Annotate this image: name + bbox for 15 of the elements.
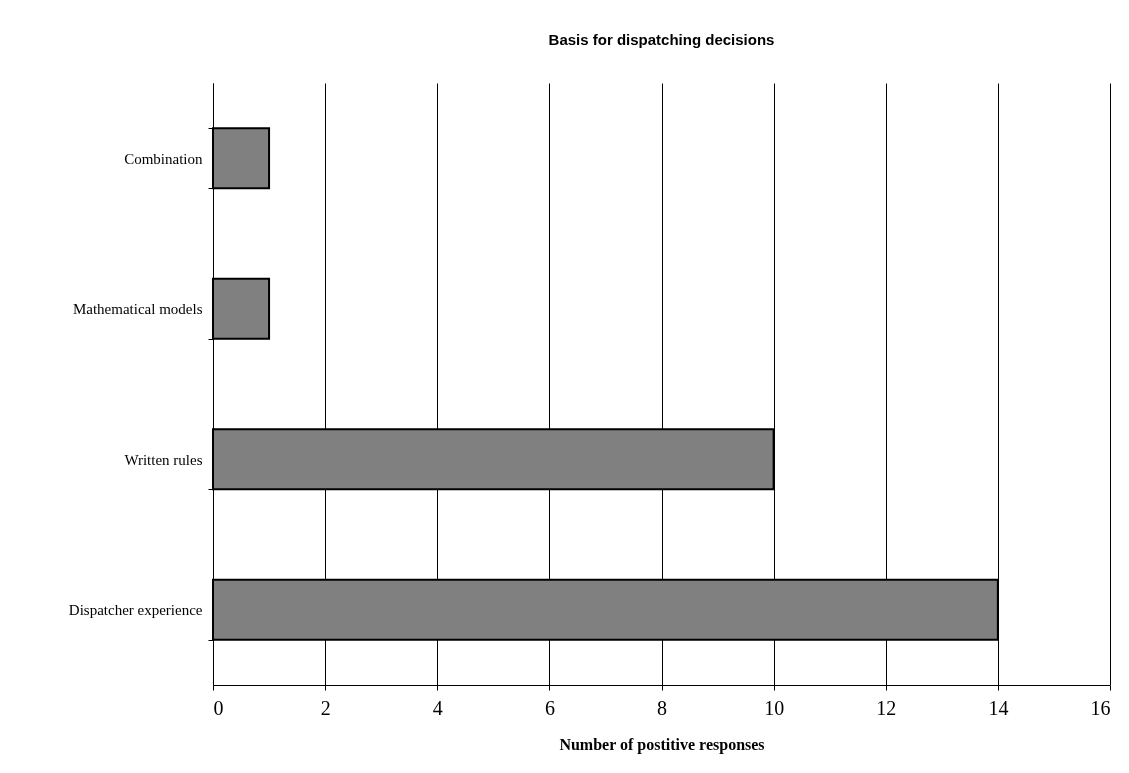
- chart-title: Basis for dispatching decisions: [548, 31, 775, 48]
- y-tick-label: Combination: [124, 150, 203, 167]
- x-tick-label: 4: [432, 696, 443, 719]
- x-tick-label: 0: [213, 696, 224, 719]
- x-tick-label: 16: [1090, 696, 1111, 719]
- x-axis-title: Number of postitive responses: [559, 735, 765, 754]
- y-tick-label: Mathematical models: [72, 301, 203, 318]
- x-tick-label: 8: [657, 696, 667, 719]
- x-tick-label: 2: [320, 696, 331, 719]
- y-tick-label: Dispatcher experience: [68, 602, 203, 619]
- y-tick-label: Written rules: [124, 451, 203, 468]
- x-tick-label: 10: [764, 696, 785, 719]
- x-tick-label: 6: [544, 696, 555, 719]
- x-tick-label: 12: [876, 696, 897, 719]
- x-tick-label: 14: [988, 696, 1009, 719]
